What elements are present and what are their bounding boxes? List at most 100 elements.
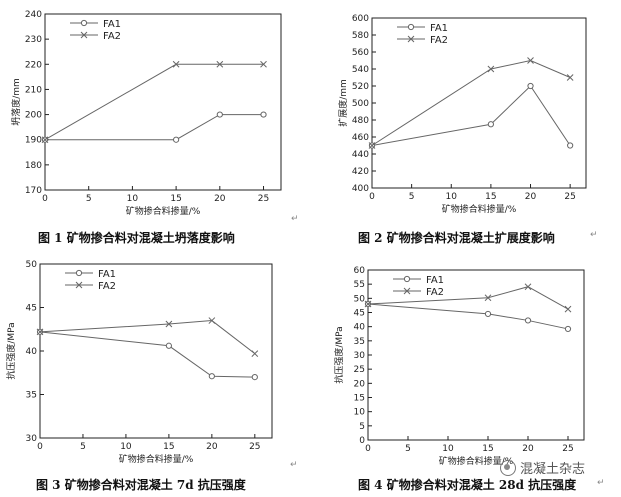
x-axis-label: 矿物掺合料掺量/% bbox=[126, 205, 201, 217]
x-tick-label: 25 bbox=[258, 194, 269, 204]
data-point-fa2 bbox=[172, 60, 180, 68]
data-point-fa1 bbox=[487, 121, 494, 128]
data-point-fa2 bbox=[41, 136, 49, 144]
y-tick-label: 440 bbox=[352, 150, 369, 160]
y-axis-label: 扩展度/mm bbox=[337, 79, 349, 127]
y-tick-label: 40 bbox=[26, 347, 38, 357]
y-tick-label: 190 bbox=[25, 136, 42, 146]
data-point-fa1 bbox=[484, 310, 492, 318]
x-tick-label: 25 bbox=[562, 444, 573, 454]
data-point-fa1 bbox=[260, 111, 267, 118]
watermark: 混凝土杂志 bbox=[500, 458, 585, 477]
data-point-fa2 bbox=[165, 320, 173, 328]
x-tick-label: 20 bbox=[206, 442, 218, 452]
legend-marker bbox=[403, 287, 411, 295]
y-tick-label: 55 bbox=[354, 280, 365, 290]
y-tick-label: 45 bbox=[26, 304, 37, 314]
y-tick-label: 50 bbox=[26, 260, 38, 270]
x-tick-label: 20 bbox=[214, 194, 226, 204]
series-line-fa1 bbox=[371, 85, 571, 146]
data-point-fa2 bbox=[260, 60, 267, 68]
series-line-fa2 bbox=[367, 286, 569, 310]
y-tick-label: 230 bbox=[25, 35, 42, 45]
y-tick-label: 500 bbox=[352, 99, 369, 109]
watermark-text: 混凝土杂志 bbox=[520, 462, 586, 477]
series-line-fa2 bbox=[39, 320, 256, 355]
y-tick-label: 40 bbox=[354, 323, 366, 333]
y-tick-label: 200 bbox=[25, 111, 42, 121]
y-tick-label: 15 bbox=[354, 394, 365, 404]
data-point-fa1 bbox=[216, 111, 223, 118]
legend-marker bbox=[75, 281, 83, 289]
data-point-fa2 bbox=[364, 300, 372, 308]
x-tick-label: 15 bbox=[163, 442, 174, 452]
y-axis-label: 坍落度/mm bbox=[10, 78, 22, 126]
plot-frame bbox=[44, 13, 282, 191]
chart-4: 0 5 10 15 20 25 0 5 10 15 20 25 30 35 40 45 50 55 60 矿物掺合料掺… bbox=[333, 266, 585, 467]
plot-frame bbox=[367, 269, 585, 441]
data-point-fa2 bbox=[527, 57, 534, 64]
data-point-fa1 bbox=[208, 373, 215, 380]
chart-1: 0 5 10 15 20 25 170 180 190 200 210 220 230 240 矿物掺合料掺… bbox=[10, 10, 282, 217]
legend-label: FA2 bbox=[426, 287, 444, 298]
x-axis-label: 矿物掺合料掺量/% bbox=[442, 203, 517, 215]
plot-frame bbox=[371, 17, 587, 189]
return-mark-4: ↵ bbox=[597, 478, 605, 488]
caption-4: 图 4 矿物掺合料对混凝土 28d 抗压强度 bbox=[358, 478, 577, 492]
x-tick-label: 0 bbox=[42, 194, 48, 204]
caption-3: 图 3 矿物掺合料对混凝土 7d 抗压强度 bbox=[36, 478, 246, 492]
data-point-fa2 bbox=[368, 142, 376, 149]
return-mark-2: ↵ bbox=[590, 230, 598, 240]
x-tick-label: 10 bbox=[127, 194, 139, 204]
legend-label: FA2 bbox=[103, 31, 121, 42]
data-point-fa2 bbox=[36, 328, 44, 336]
x-tick-label: 25 bbox=[564, 192, 575, 202]
legend-label: FA2 bbox=[98, 281, 116, 292]
y-tick-label: 240 bbox=[25, 10, 42, 20]
y-axis-label: 抗压强度/MPa bbox=[333, 326, 345, 383]
series-line-fa1 bbox=[45, 114, 264, 141]
data-point-fa1 bbox=[564, 325, 572, 333]
y-tick-label: 210 bbox=[25, 85, 42, 95]
legend-label: FA1 bbox=[98, 269, 116, 280]
x-tick-label: 20 bbox=[522, 444, 534, 454]
x-tick-label: 15 bbox=[170, 194, 181, 204]
data-point-fa1 bbox=[527, 82, 534, 90]
y-tick-label: 30 bbox=[354, 351, 366, 361]
y-tick-label: 600 bbox=[352, 14, 369, 24]
legend-marker bbox=[80, 31, 88, 39]
return-mark-1: ↵ bbox=[291, 214, 299, 224]
x-tick-label: 0 bbox=[37, 442, 43, 452]
return-mark-3: ↵ bbox=[290, 460, 298, 470]
x-tick-label: 0 bbox=[369, 192, 375, 202]
y-axis-label: 抗压强度/MPa bbox=[5, 322, 17, 379]
legend-marker bbox=[75, 269, 83, 277]
data-point-fa1 bbox=[173, 136, 180, 143]
x-tick-label: 15 bbox=[485, 192, 496, 202]
legend-marker bbox=[407, 35, 415, 43]
y-tick-label: 420 bbox=[352, 167, 369, 177]
series-line-fa1 bbox=[367, 303, 569, 330]
chart-3: 0 5 10 15 20 25 30 35 40 45 50 矿物掺合料掺量/% 抗压强度/MPa FA1… bbox=[5, 260, 273, 465]
data-point-fa2 bbox=[524, 283, 532, 291]
data-point-fa1 bbox=[251, 374, 258, 381]
y-tick-label: 20 bbox=[354, 379, 366, 389]
y-tick-label: 180 bbox=[25, 161, 42, 171]
y-tick-label: 400 bbox=[352, 184, 369, 194]
legend-label: FA1 bbox=[103, 19, 121, 30]
y-tick-label: 480 bbox=[352, 116, 369, 126]
y-tick-label: 580 bbox=[352, 31, 369, 41]
y-tick-label: 25 bbox=[354, 365, 365, 375]
data-point-fa1 bbox=[567, 142, 574, 149]
data-point-fa2 bbox=[251, 350, 259, 357]
caption-2: 图 2 矿物掺合料对混凝土扩展度影响 bbox=[358, 231, 555, 245]
y-tick-label: 560 bbox=[352, 48, 369, 58]
legend-label: FA1 bbox=[430, 23, 448, 34]
x-axis-label: 矿物掺合料掺量/% bbox=[439, 455, 514, 467]
y-tick-label: 60 bbox=[354, 266, 366, 276]
data-point-fa1 bbox=[524, 317, 532, 324]
y-tick-label: 35 bbox=[26, 391, 37, 401]
x-axis-label: 矿物掺合料掺量/% bbox=[119, 453, 194, 465]
x-tick-label: 10 bbox=[446, 192, 458, 202]
y-tick-label: 0 bbox=[359, 436, 365, 446]
